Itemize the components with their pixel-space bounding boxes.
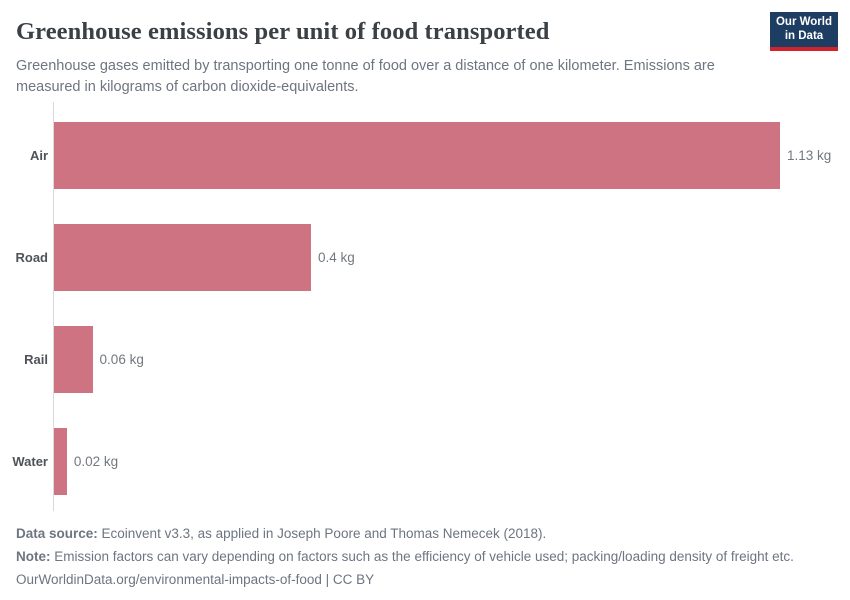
- bar-row: Rail 0.06 kg: [0, 326, 850, 393]
- category-label: Road: [15, 249, 49, 265]
- data-source-text: Ecoinvent v3.3, as applied in Joseph Poo…: [97, 526, 547, 541]
- bar-chart: Air 1.13 kg Road 0.4 kg Rail 0.06 kg Wat…: [0, 102, 850, 511]
- data-source-line: Data source: Ecoinvent v3.3, as applied …: [16, 522, 836, 545]
- bar-row: Water 0.02 kg: [0, 428, 850, 496]
- bar-row: Air 1.13 kg: [0, 121, 850, 189]
- bar: [54, 223, 311, 291]
- y-axis-line: [53, 102, 54, 511]
- category-label: Water: [12, 454, 48, 470]
- data-source-label: Data source:: [16, 526, 98, 541]
- bar-row: Road 0.4 kg: [0, 223, 850, 291]
- category-label: Air: [29, 147, 48, 163]
- bar: [54, 121, 780, 189]
- value-label: 1.13 kg: [787, 147, 832, 163]
- note-line: Note: Emission factors can vary dependin…: [16, 545, 836, 568]
- note-text: Emission factors can vary depending on f…: [50, 549, 794, 564]
- owid-logo-line2: in Data: [784, 29, 824, 42]
- chart-subtitle: Greenhouse gases emitted by transporting…: [16, 58, 715, 95]
- bar: [54, 326, 93, 393]
- chart-title: Greenhouse emissions per unit of food tr…: [16, 18, 550, 45]
- citation-url-line: OurWorldinData.org/environmental-impacts…: [16, 572, 375, 587]
- value-label: 0.02 kg: [73, 454, 119, 470]
- category-label: Rail: [24, 352, 48, 367]
- value-label: 0.4 kg: [317, 249, 355, 265]
- owid-logo: Our World in Data: [770, 12, 838, 51]
- value-label: 0.06 kg: [99, 352, 144, 367]
- bar: [54, 428, 67, 496]
- note-label: Note:: [16, 549, 51, 564]
- owid-logo-line1: Our World: [775, 16, 832, 28]
- chart-footer: Data source: Ecoinvent v3.3, as applied …: [16, 522, 836, 591]
